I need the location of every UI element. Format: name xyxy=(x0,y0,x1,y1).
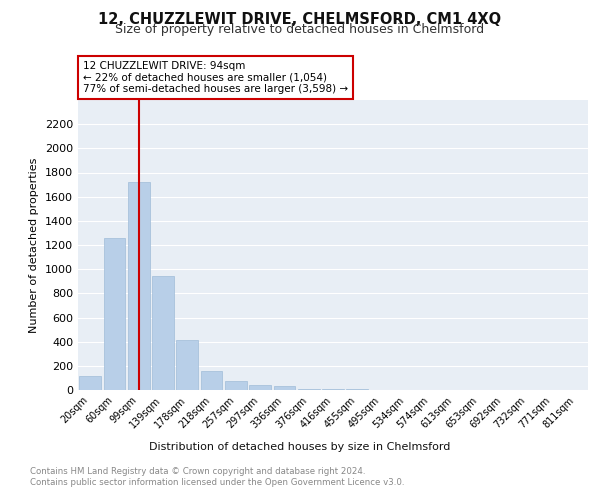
Bar xyxy=(274,386,295,390)
Text: Contains HM Land Registry data © Crown copyright and database right 2024.
Contai: Contains HM Land Registry data © Crown c… xyxy=(30,468,404,487)
Text: Distribution of detached houses by size in Chelmsford: Distribution of detached houses by size … xyxy=(149,442,451,452)
Bar xyxy=(176,340,198,390)
Text: 12 CHUZZLEWIT DRIVE: 94sqm
← 22% of detached houses are smaller (1,054)
77% of s: 12 CHUZZLEWIT DRIVE: 94sqm ← 22% of deta… xyxy=(83,61,348,94)
Bar xyxy=(249,385,271,390)
Bar xyxy=(200,372,223,390)
Bar xyxy=(225,381,247,390)
Bar xyxy=(128,182,149,390)
Bar xyxy=(104,238,125,390)
Text: 12, CHUZZLEWIT DRIVE, CHELMSFORD, CM1 4XQ: 12, CHUZZLEWIT DRIVE, CHELMSFORD, CM1 4X… xyxy=(98,12,502,28)
Text: Size of property relative to detached houses in Chelmsford: Size of property relative to detached ho… xyxy=(115,22,485,36)
Bar xyxy=(152,276,174,390)
Bar xyxy=(79,376,101,390)
Y-axis label: Number of detached properties: Number of detached properties xyxy=(29,158,40,332)
Bar xyxy=(298,389,320,390)
